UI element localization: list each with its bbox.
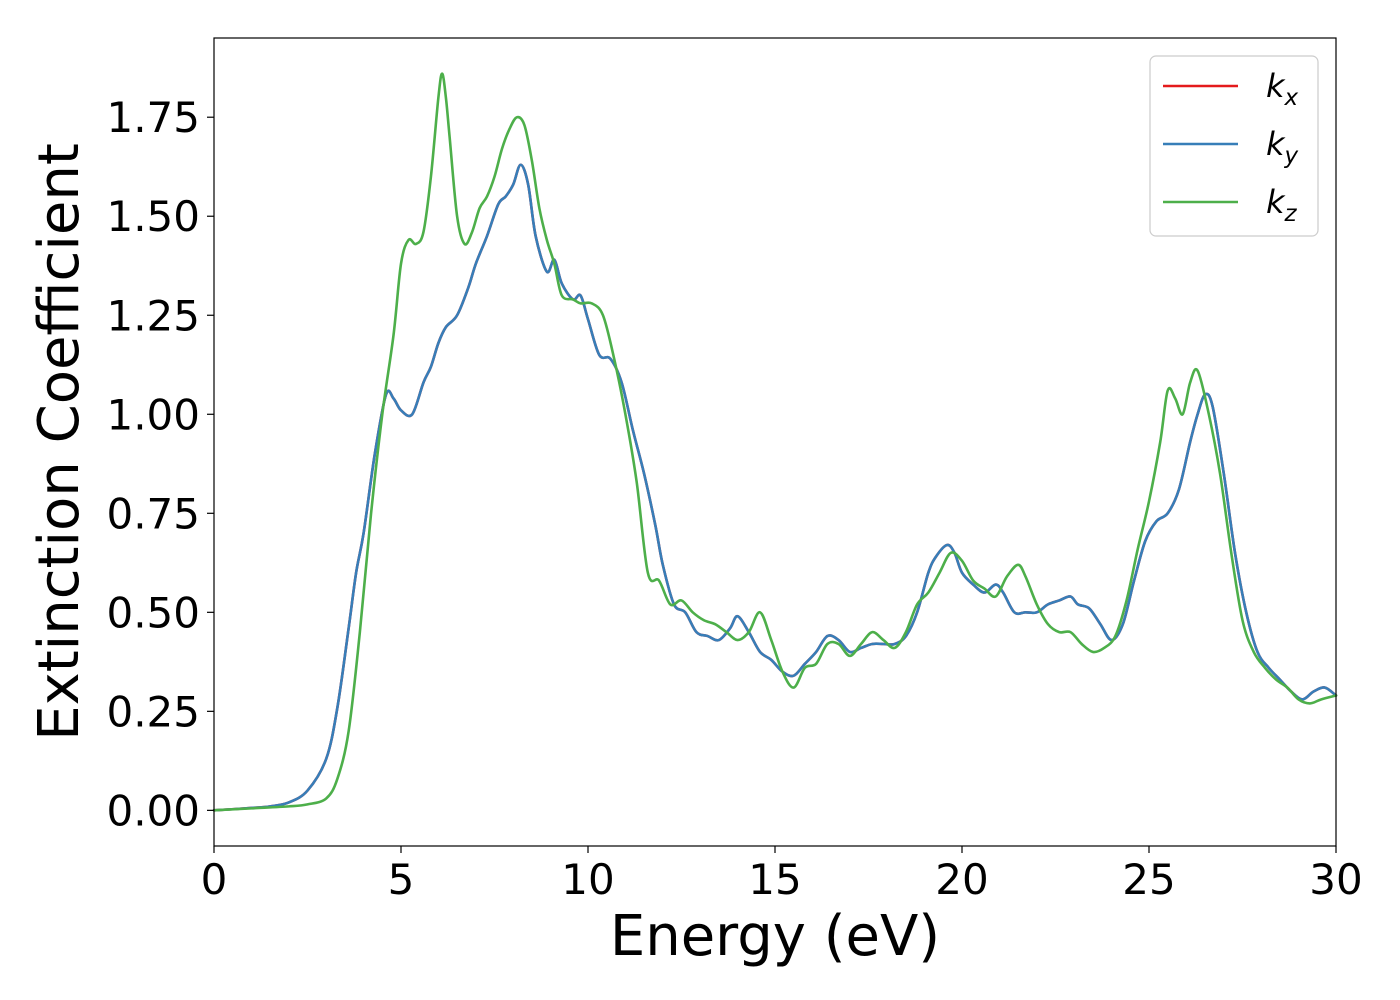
x-axis-title: Energy (eV) — [610, 904, 940, 969]
y-tick-label: 1.25 — [106, 291, 200, 340]
x-tick-label: 30 — [1309, 855, 1362, 904]
y-axis-title: Extinction Coefficient — [27, 143, 92, 741]
y-axis: 0.00 0.25 0.50 0.75 1.00 1.25 1.50 1.75 — [106, 93, 214, 835]
x-tick-label: 25 — [1122, 855, 1175, 904]
legend: kx ky kz — [1149, 55, 1319, 237]
y-tick-label: 0.25 — [106, 687, 200, 736]
x-tick-label: 10 — [561, 855, 614, 904]
y-tick-label: 0.50 — [106, 588, 200, 637]
legend-label-k-y: ky — [1266, 125, 1299, 169]
y-tick-label: 1.75 — [106, 93, 200, 142]
x-tick-label: 5 — [388, 855, 415, 904]
legend-box — [1149, 55, 1319, 237]
series-line-k-z — [212, 72, 1338, 812]
x-tick-label: 20 — [935, 855, 988, 904]
y-tick-label: 0.00 — [106, 786, 200, 835]
x-tick-label: 0 — [201, 855, 228, 904]
y-tick-label: 1.50 — [106, 192, 200, 241]
series-layer — [212, 72, 1338, 812]
y-tick-label: 0.75 — [106, 489, 200, 538]
y-tick-label: 1.00 — [106, 390, 200, 439]
legend-label-k-x: kx — [1266, 67, 1299, 111]
x-axis: 0 5 10 15 20 25 30 — [201, 846, 1363, 904]
legend-label-k-z: kz — [1266, 183, 1298, 227]
x-tick-label: 15 — [748, 855, 801, 904]
